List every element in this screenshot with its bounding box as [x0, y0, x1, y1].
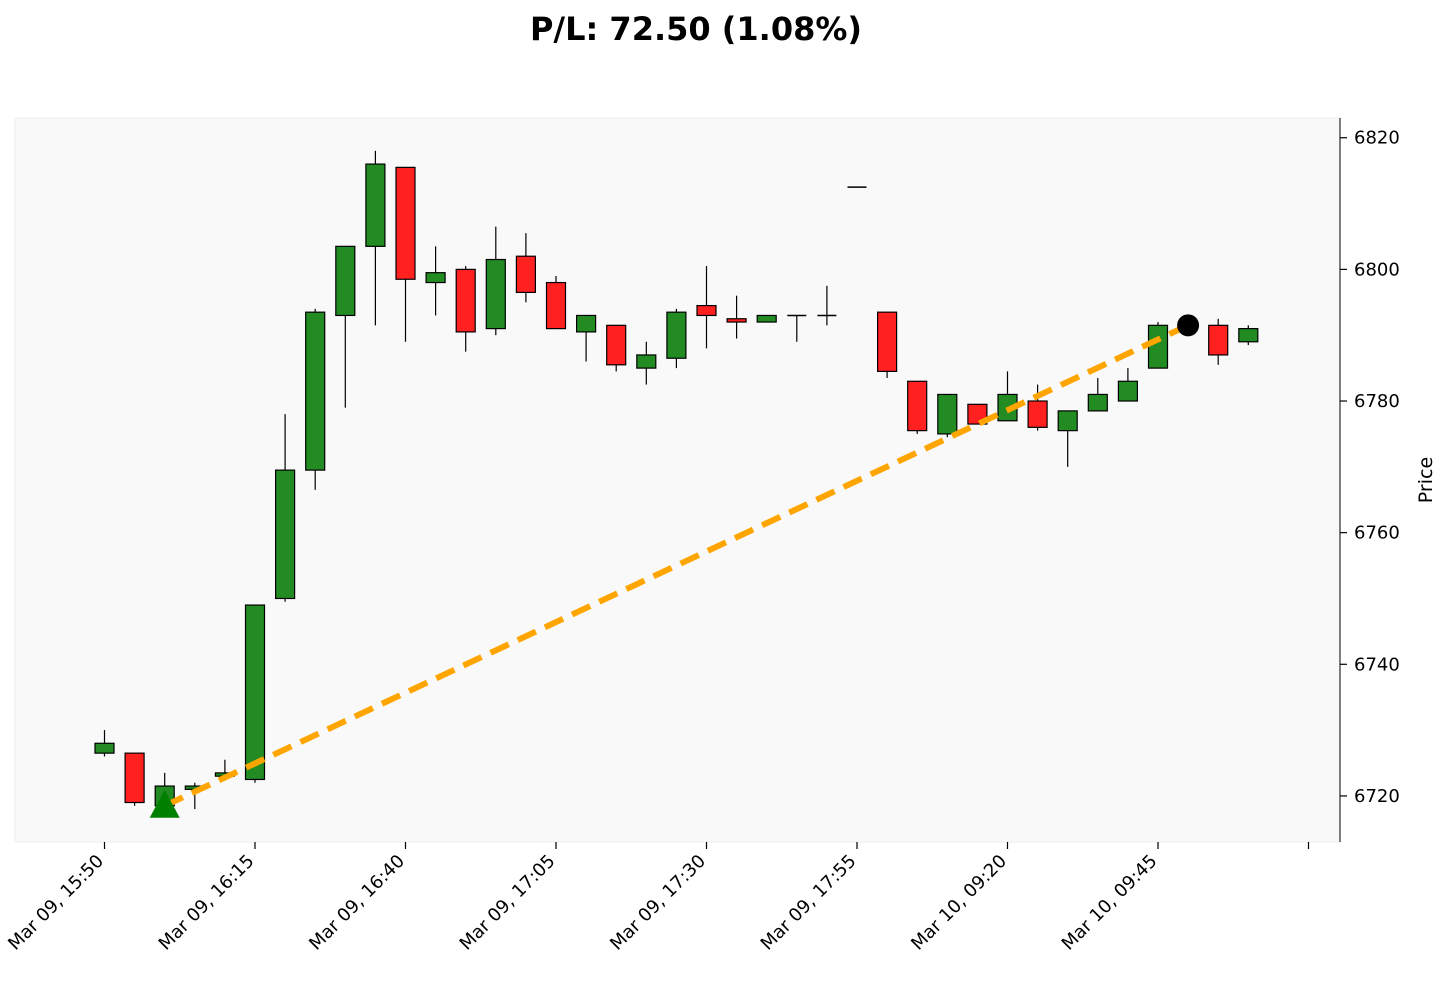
candle-body-down — [907, 380, 928, 432]
trade-layer — [149, 314, 1200, 818]
candle-body-down — [124, 752, 145, 804]
candle-body-up — [94, 742, 115, 754]
candle-body-down — [606, 324, 627, 366]
candle-body-up — [1238, 328, 1259, 343]
candle-body-up — [425, 272, 446, 284]
candle-body-down — [455, 268, 476, 333]
plot-area — [14, 117, 1341, 843]
candle-body-up — [575, 314, 597, 333]
candle-body-up — [244, 604, 266, 781]
y-tick-label: 6800 — [1354, 259, 1400, 280]
x-tick-label: Mar 09, 16:40 — [305, 851, 409, 955]
candle-body-up — [275, 469, 296, 600]
candle-body-up — [937, 393, 958, 435]
candle-body-down — [876, 311, 898, 372]
candle-body-up — [1057, 410, 1078, 432]
entry-marker — [149, 789, 180, 818]
candle-body-down — [545, 281, 567, 330]
candle-body-down — [1027, 400, 1048, 428]
candle-body-up — [666, 311, 687, 359]
trade-line — [163, 322, 1190, 809]
y-axis: 6720 6740 6760 6780 6800 6820 — [1339, 118, 1400, 842]
x-tick-label: Mar 09, 17:30 — [606, 851, 710, 955]
x-tick-label: Mar 10, 09:20 — [907, 851, 1011, 955]
x-tick-label: Mar 09, 15:50 — [4, 851, 108, 955]
candle-body-up — [485, 258, 506, 330]
y-tick-label: 6820 — [1354, 128, 1400, 149]
candle-body-up — [305, 311, 326, 471]
x-tick-label: Mar 09, 17:05 — [456, 851, 560, 955]
x-axis: Mar 09, 15:50 Mar 09, 16:15 Mar 09, 16:40 M… — [4, 842, 1310, 955]
exit-marker — [1177, 314, 1200, 337]
y-axis-label: Price — [1415, 457, 1437, 503]
candle-body-down — [395, 166, 416, 280]
candle-body-down — [1208, 324, 1229, 356]
candle-body-up — [365, 163, 386, 247]
y-tick-label: 6720 — [1354, 786, 1400, 807]
candles-layer — [94, 150, 1259, 810]
y-tick-label: 6740 — [1354, 654, 1400, 675]
chart-title: P/L: 72.50 (1.08%) — [529, 10, 863, 48]
y-tick-label: 6760 — [1354, 523, 1400, 544]
x-tick-label: Mar 09, 17:55 — [757, 851, 861, 955]
x-tick-label: Mar 10, 09:45 — [1058, 851, 1162, 955]
candle-body-down — [515, 255, 537, 294]
candle-body-down — [696, 304, 717, 317]
candle-body-up — [1087, 393, 1108, 412]
y-tick-label: 6780 — [1354, 391, 1400, 412]
candle-body-up — [756, 314, 777, 323]
candle-body-up — [636, 354, 657, 369]
candle-body-up — [335, 245, 356, 317]
candle-body-up — [1147, 324, 1169, 369]
candle-body-up — [1117, 380, 1139, 402]
candle-body-down — [726, 318, 747, 323]
x-tick-label: Mar 09, 16:15 — [155, 851, 259, 955]
